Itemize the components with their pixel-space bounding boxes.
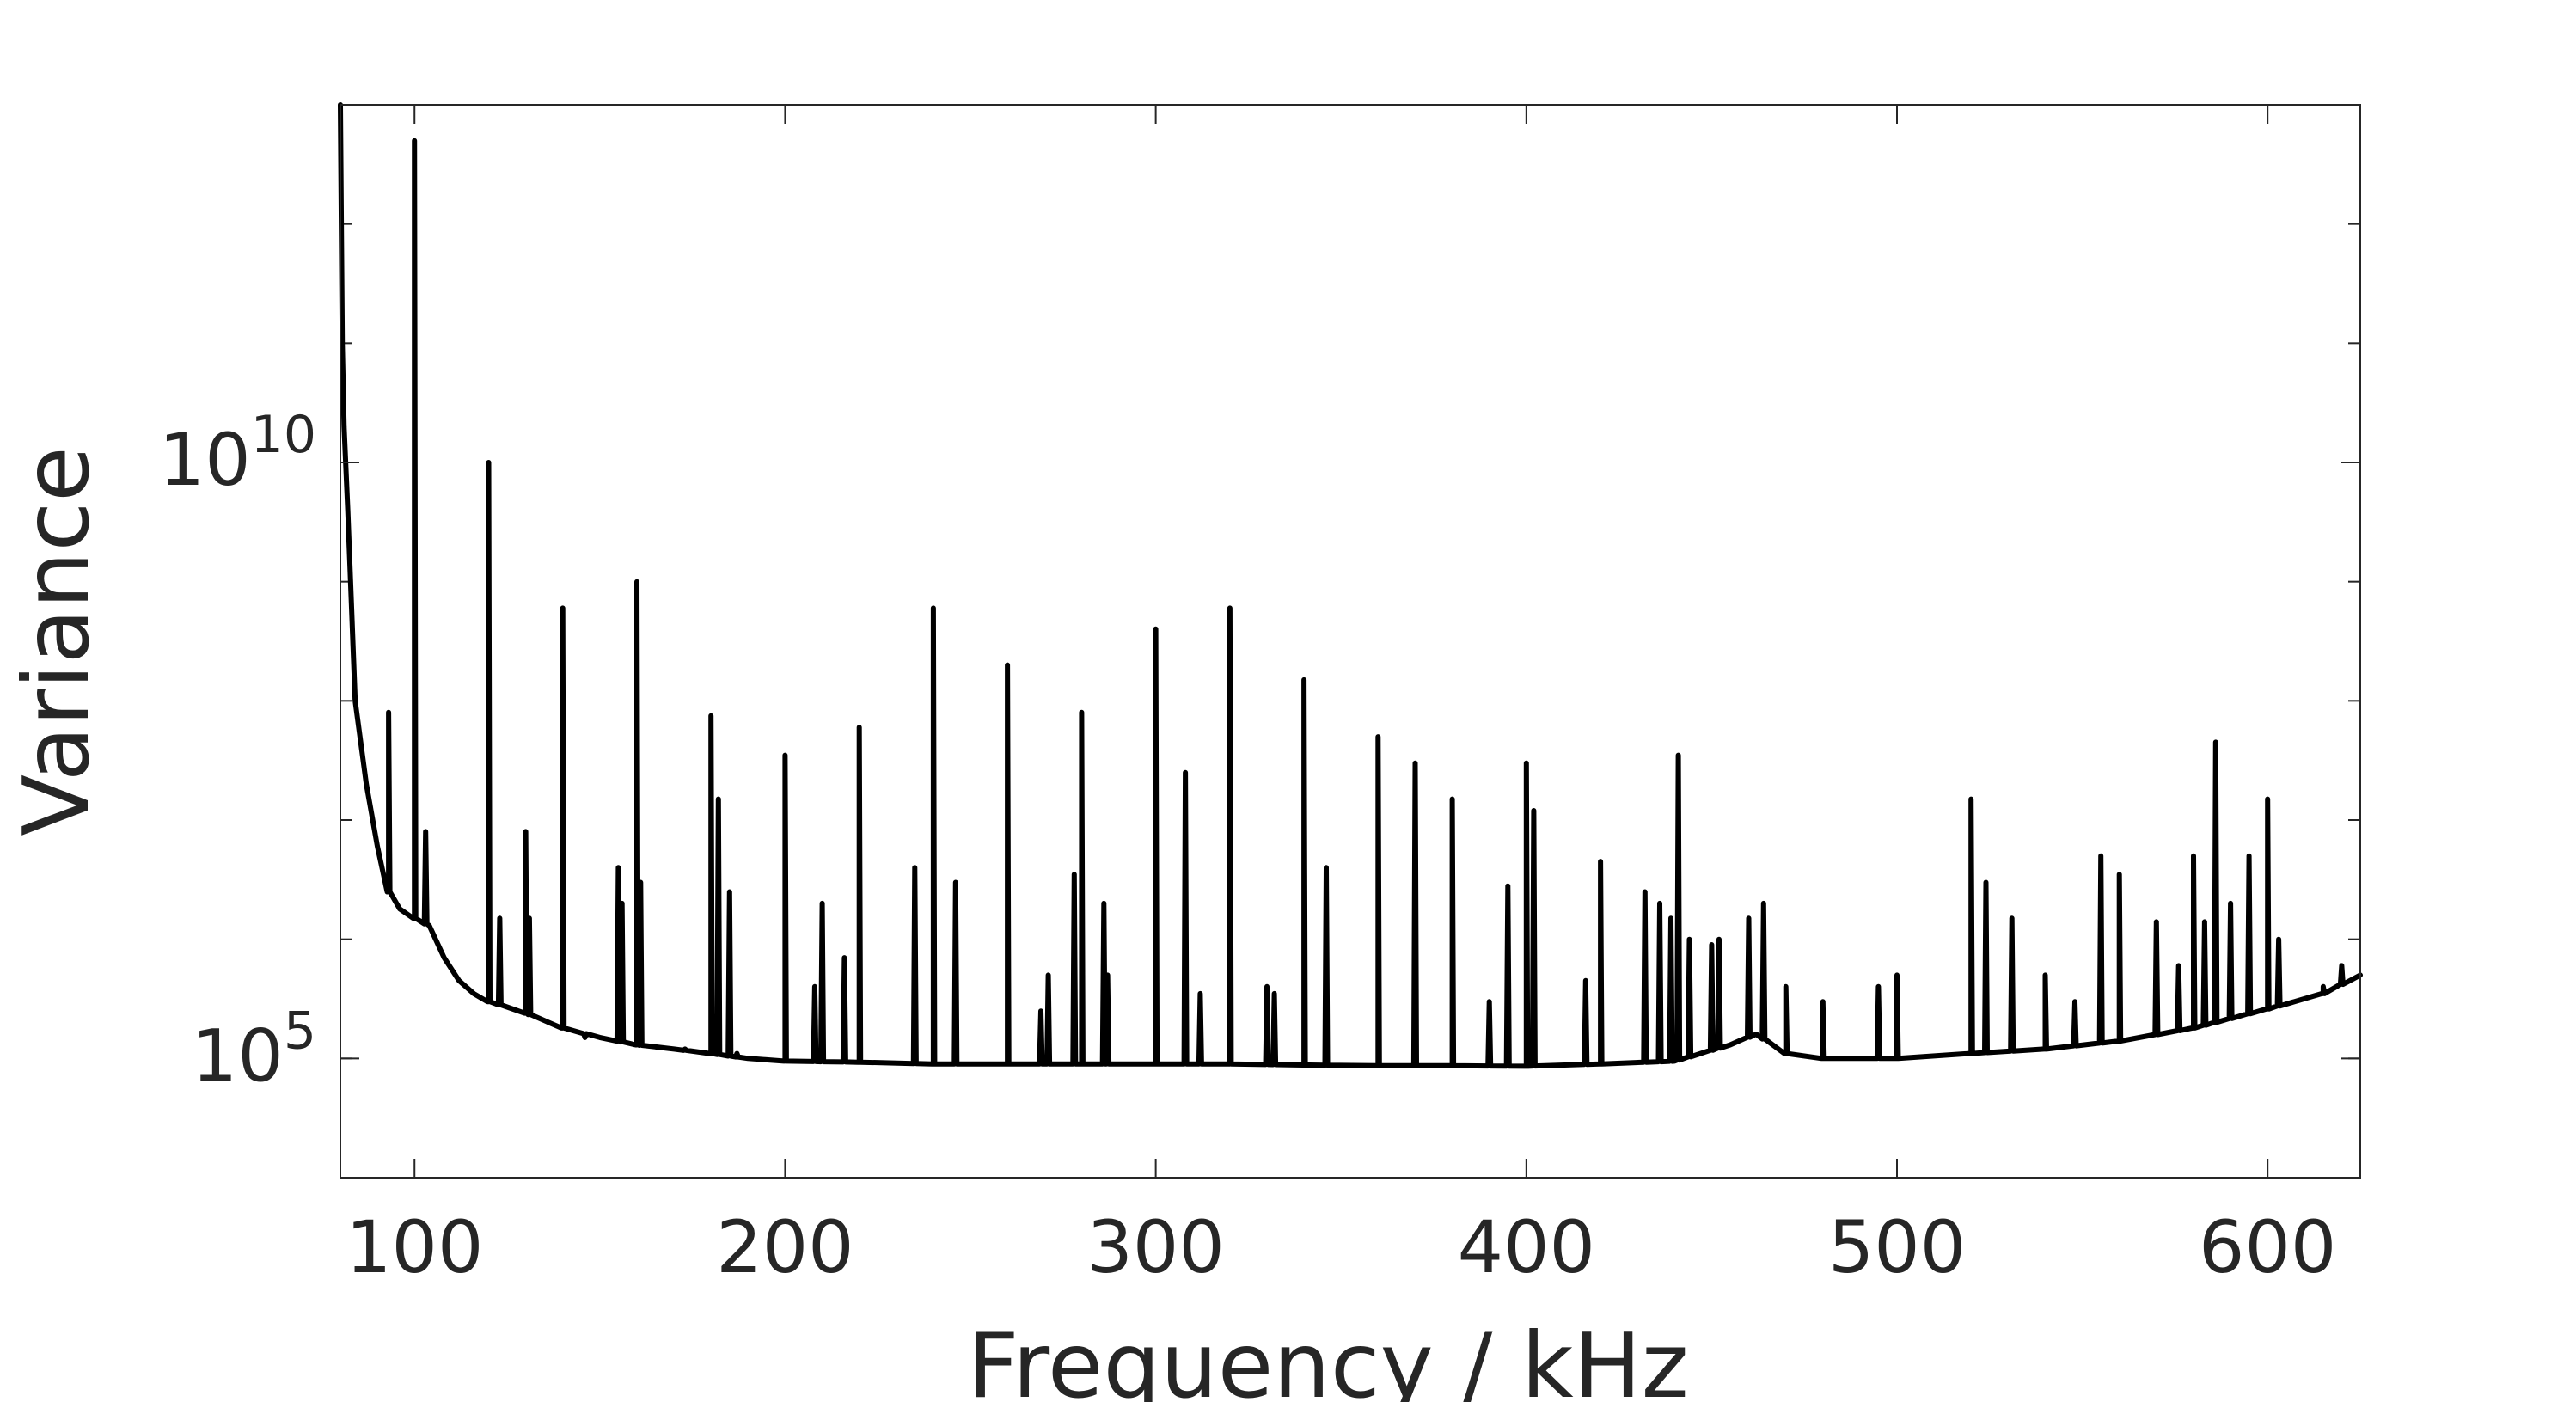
- variance-series-line: [338, 102, 2363, 1069]
- x-tick-label: 600: [2199, 1205, 2336, 1289]
- x-axis-title: Frequency / kHz: [967, 1313, 1688, 1402]
- x-tick-label: 500: [1828, 1205, 1966, 1289]
- y-tick-label: 1010: [159, 405, 316, 502]
- plot-area-background: [340, 105, 2360, 1178]
- plot-frame: [340, 104, 2361, 1179]
- x-tick-label: 400: [1458, 1205, 1595, 1289]
- x-tick-label: 100: [346, 1205, 483, 1289]
- y-axis-title: Variance: [4, 446, 109, 836]
- x-tick-label: 300: [1086, 1205, 1224, 1289]
- x-axis-ticks: 100 200 300 400 500 600: [346, 105, 2336, 1289]
- y-tick-label: 105: [192, 1001, 316, 1098]
- y-axis-ticks: 105 1010: [159, 405, 2360, 1098]
- x-tick-label: 200: [716, 1205, 854, 1289]
